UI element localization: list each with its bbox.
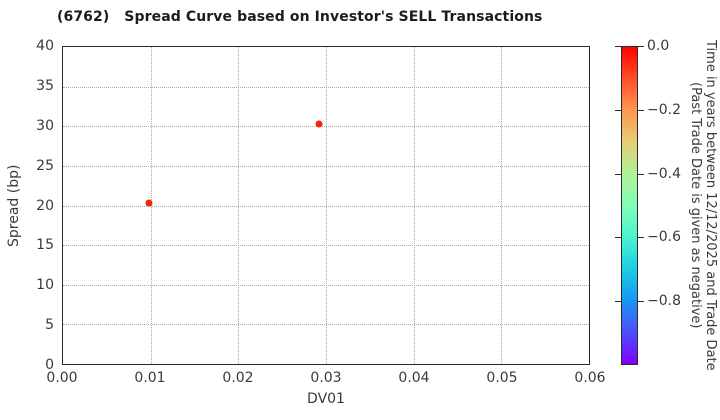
- colorbar-tick: [615, 173, 621, 175]
- y-gridline: [63, 284, 589, 286]
- x-axis-label: DV01: [307, 391, 345, 407]
- colorbar-tick-label: −0.2: [647, 101, 681, 118]
- x-tick-label: 0.00: [46, 370, 78, 386]
- x-tick-label: 0.05: [486, 370, 518, 386]
- y-tick-label: 40: [36, 38, 54, 54]
- colorbar-tick-label: −0.6: [647, 229, 681, 246]
- colorbar-tick-label: −0.4: [647, 165, 681, 182]
- colorbar-tick: [638, 46, 644, 47]
- y-gridline: [63, 205, 589, 207]
- x-tick-label: 0.06: [574, 370, 606, 386]
- colorbar: [621, 46, 638, 365]
- colorbar-tick: [638, 173, 644, 175]
- y-tick-label: 20: [36, 197, 54, 214]
- x-tick-label: 0.02: [222, 370, 254, 386]
- y-tick-label: 15: [36, 237, 54, 254]
- colorbar-tick: [615, 237, 621, 239]
- y-tick-label: 5: [45, 317, 54, 334]
- y-gridline: [63, 324, 589, 326]
- colorbar-tick: [638, 237, 644, 239]
- y-gridline: [63, 86, 589, 88]
- y-gridline: [63, 245, 589, 247]
- data-point: [315, 120, 323, 128]
- y-tick-label: 25: [36, 157, 54, 174]
- colorbar-tick: [615, 301, 621, 303]
- chart-title: (6762) Spread Curve based on Investor's …: [57, 9, 543, 25]
- data-point: [145, 199, 153, 206]
- x-tick-label: 0.04: [398, 370, 430, 386]
- colorbar-tick: [638, 109, 644, 111]
- y-gridline: [63, 126, 589, 128]
- y-gridline: [63, 165, 589, 167]
- y-tick-label: 10: [36, 277, 54, 294]
- colorbar-tick: [638, 301, 644, 303]
- x-tick-label: 0.03: [310, 370, 342, 386]
- colorbar-tick: [615, 46, 621, 47]
- colorbar-tick: [615, 109, 621, 111]
- y-tick-label: 30: [36, 117, 54, 134]
- colorbar-label: Time in years between 12/12/2025 and Tra…: [688, 40, 718, 371]
- x-tick-label: 0.01: [134, 370, 166, 386]
- y-tick-label: 35: [36, 77, 54, 94]
- colorbar-tick-label: −0.8: [647, 293, 681, 310]
- plot-area: [62, 46, 590, 365]
- y-tick-label: 0: [45, 357, 54, 373]
- colorbar-tick-label: 0.0: [647, 38, 670, 54]
